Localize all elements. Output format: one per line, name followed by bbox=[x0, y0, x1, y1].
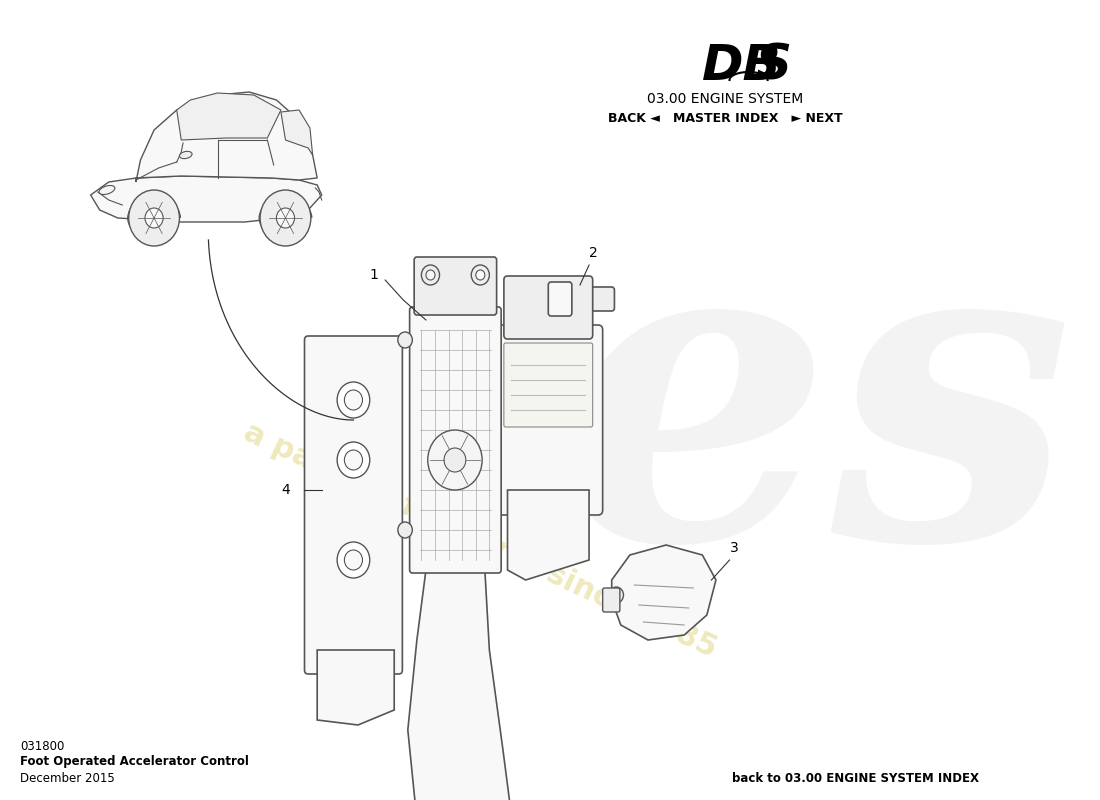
Text: DB: DB bbox=[702, 42, 782, 90]
Text: 031800: 031800 bbox=[20, 740, 64, 753]
Circle shape bbox=[428, 430, 482, 490]
Circle shape bbox=[344, 450, 363, 470]
Circle shape bbox=[145, 208, 163, 228]
Circle shape bbox=[471, 265, 490, 285]
Text: Foot Operated Accelerator Control: Foot Operated Accelerator Control bbox=[20, 755, 249, 768]
Circle shape bbox=[276, 208, 295, 228]
Text: a passion for parts since 1985: a passion for parts since 1985 bbox=[239, 418, 722, 662]
FancyBboxPatch shape bbox=[504, 343, 593, 427]
Circle shape bbox=[260, 190, 311, 246]
Text: 3: 3 bbox=[729, 541, 738, 555]
FancyBboxPatch shape bbox=[415, 257, 496, 315]
Polygon shape bbox=[177, 93, 280, 140]
FancyBboxPatch shape bbox=[603, 588, 620, 612]
Polygon shape bbox=[317, 650, 394, 725]
Circle shape bbox=[476, 270, 485, 280]
Text: back to 03.00 ENGINE SYSTEM INDEX: back to 03.00 ENGINE SYSTEM INDEX bbox=[732, 772, 979, 785]
Ellipse shape bbox=[99, 186, 114, 194]
Circle shape bbox=[344, 550, 363, 570]
Circle shape bbox=[129, 190, 179, 246]
Circle shape bbox=[337, 442, 370, 478]
Circle shape bbox=[426, 270, 434, 280]
Circle shape bbox=[609, 587, 624, 603]
Circle shape bbox=[344, 390, 363, 410]
Circle shape bbox=[444, 448, 465, 472]
FancyBboxPatch shape bbox=[494, 325, 603, 515]
Polygon shape bbox=[612, 545, 716, 640]
Text: BACK ◄   MASTER INDEX   ► NEXT: BACK ◄ MASTER INDEX ► NEXT bbox=[607, 112, 843, 125]
Text: 2: 2 bbox=[590, 246, 598, 260]
FancyBboxPatch shape bbox=[504, 276, 593, 339]
Circle shape bbox=[337, 542, 370, 578]
Text: 4: 4 bbox=[282, 483, 290, 497]
Ellipse shape bbox=[179, 151, 192, 158]
FancyBboxPatch shape bbox=[548, 282, 572, 316]
Circle shape bbox=[337, 382, 370, 418]
Circle shape bbox=[421, 265, 440, 285]
FancyBboxPatch shape bbox=[305, 336, 403, 674]
Polygon shape bbox=[280, 110, 312, 155]
Text: 03.00 ENGINE SYSTEM: 03.00 ENGINE SYSTEM bbox=[647, 92, 803, 106]
Polygon shape bbox=[507, 490, 590, 580]
Polygon shape bbox=[90, 176, 321, 222]
Text: December 2015: December 2015 bbox=[20, 772, 114, 785]
Circle shape bbox=[398, 522, 412, 538]
Polygon shape bbox=[136, 92, 317, 182]
Polygon shape bbox=[408, 570, 512, 800]
Text: 1: 1 bbox=[368, 268, 378, 282]
FancyBboxPatch shape bbox=[559, 287, 615, 311]
Circle shape bbox=[398, 332, 412, 348]
Text: es: es bbox=[558, 211, 1074, 629]
Text: S: S bbox=[755, 42, 791, 90]
FancyBboxPatch shape bbox=[409, 307, 502, 573]
